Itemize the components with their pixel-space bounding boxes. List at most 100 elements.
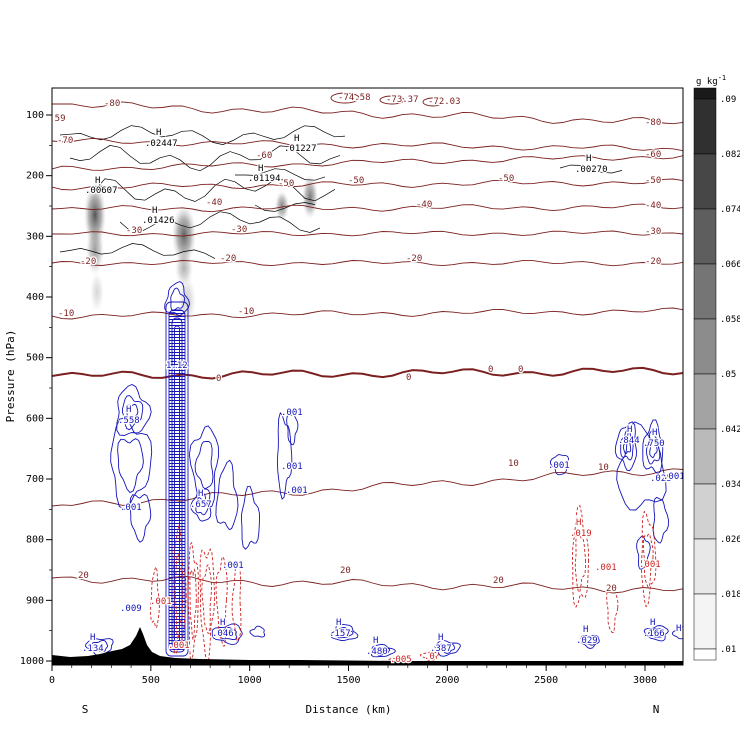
contour-label: .657 [190,500,212,510]
cloud-water-contour [648,628,665,638]
rain-water-contour [189,568,197,640]
contour-label: .01194 [248,174,281,184]
temperature-contour [52,366,683,380]
cloud-water-contour [549,454,570,476]
cloud-water-contour [188,425,220,508]
colorbar-box [693,648,717,661]
contour-label: H [373,636,378,646]
colorbar-tick-label: .05 [720,370,736,380]
contour-label: 1.12 [166,361,188,371]
cloud-ice-contour [254,202,316,212]
cloud-water-contour [614,421,637,472]
contour-label: .001 [150,597,172,607]
cloud-water-contour [194,440,214,490]
cloud-ice-contour [94,178,336,202]
colorbar-tick-label: .018 [720,590,740,600]
x-axis-tick-label: 0 [49,675,55,686]
contour-label: H [95,176,100,186]
contour-label: .001 [281,462,303,472]
snow-shading-blob [302,175,318,219]
contour-label: -30 [645,227,661,237]
terrain-profile [52,627,683,665]
contour-label: .005 [390,655,412,665]
y-axis-tick-label: 800 [26,535,44,546]
contour-label: -40 [206,198,222,208]
contour-label: H [258,164,263,174]
contour-label: H [576,518,581,528]
x-axis-tick-label: 1000 [238,675,262,686]
contour-label: 20 [78,571,89,581]
rain-water-contour [606,586,619,633]
y-axis-tick-label: 700 [26,474,44,485]
contour-label: H [198,489,203,499]
rain-water-contour [640,510,657,608]
contour-label: H [156,128,161,138]
cloud-water-contour [129,493,152,543]
cloud-water-contour [216,626,238,640]
colorbar-tick-label: .026 [720,535,740,545]
rain-water-contour [386,657,403,665]
y-axis-tick-label: 400 [26,292,44,303]
colorbar-units: g kg-1 [696,74,726,87]
contour-label: -20 [406,254,422,264]
contour-label: .00270 [575,165,608,175]
cloud-water-contour [329,623,359,642]
cloud-water-tower-contour [174,325,180,645]
cloud-water-contour [652,496,669,544]
cloud-water-contour [582,636,597,646]
contour-label: H [220,618,225,628]
cloud-water-contour [374,646,391,656]
contour-label: .166 [643,629,665,639]
cloud-water-contour [117,438,144,494]
cloud-water-contour [620,429,634,461]
colorbar-tick-label: .066 [720,260,740,270]
contour-label: .001 [281,408,303,418]
contour-label: .001 [168,641,190,651]
y-axis-title: Pressure (hPa) [4,330,17,423]
contour-label: .157 [329,629,351,639]
cloud-water-contour [439,643,456,654]
snow-shading-blob [86,225,104,275]
rain-water-contour [201,563,212,634]
contour-label: .001 [595,563,617,573]
contour-label: -70 [57,136,73,146]
temperature-contour-loop [422,97,444,107]
contour-label: 0 [488,365,493,375]
cloud-water-contour [643,625,669,642]
contour-label: .009 [120,604,142,614]
x-axis-tick-label: 2500 [534,675,558,686]
colorbar-tick-label: .042 [720,425,740,435]
contour-label: H [652,428,657,438]
temperature-contour [52,230,683,237]
colorbar-box [693,428,717,485]
contour-label: H [586,154,591,164]
colorbar-box [693,483,717,540]
cloud-water-contour [336,627,354,639]
colorbar-box [693,98,717,155]
plot-border [51,87,684,666]
temperature-contour [52,155,683,171]
temperature-contour [52,260,683,267]
rain-water-contour [419,651,440,661]
temperature-contour [52,178,683,191]
x-axis-title: Distance (km) [305,703,391,716]
contour-label: .001 [222,561,244,571]
cloud-water-contour [645,430,661,465]
contour-label: 0 [518,365,523,375]
cloud-water-contour [580,634,600,649]
cloud-ice-contour [559,164,623,174]
colorbar-box [693,593,717,650]
y-axis-tick-label: 300 [26,231,44,242]
contour-label: -80 [104,99,120,109]
colorbar-box [693,263,717,320]
contour-label: .001 [548,461,570,471]
cross-section-start-label: S [82,703,89,716]
contour-label: -20 [220,254,236,264]
temperature-contour [52,137,683,152]
y-axis-tick-label: 1000 [20,656,44,667]
rain-water-contour [231,564,242,643]
rain-water-contour [150,565,160,629]
colorbar-box [693,208,717,265]
colorbar-box [693,318,717,375]
